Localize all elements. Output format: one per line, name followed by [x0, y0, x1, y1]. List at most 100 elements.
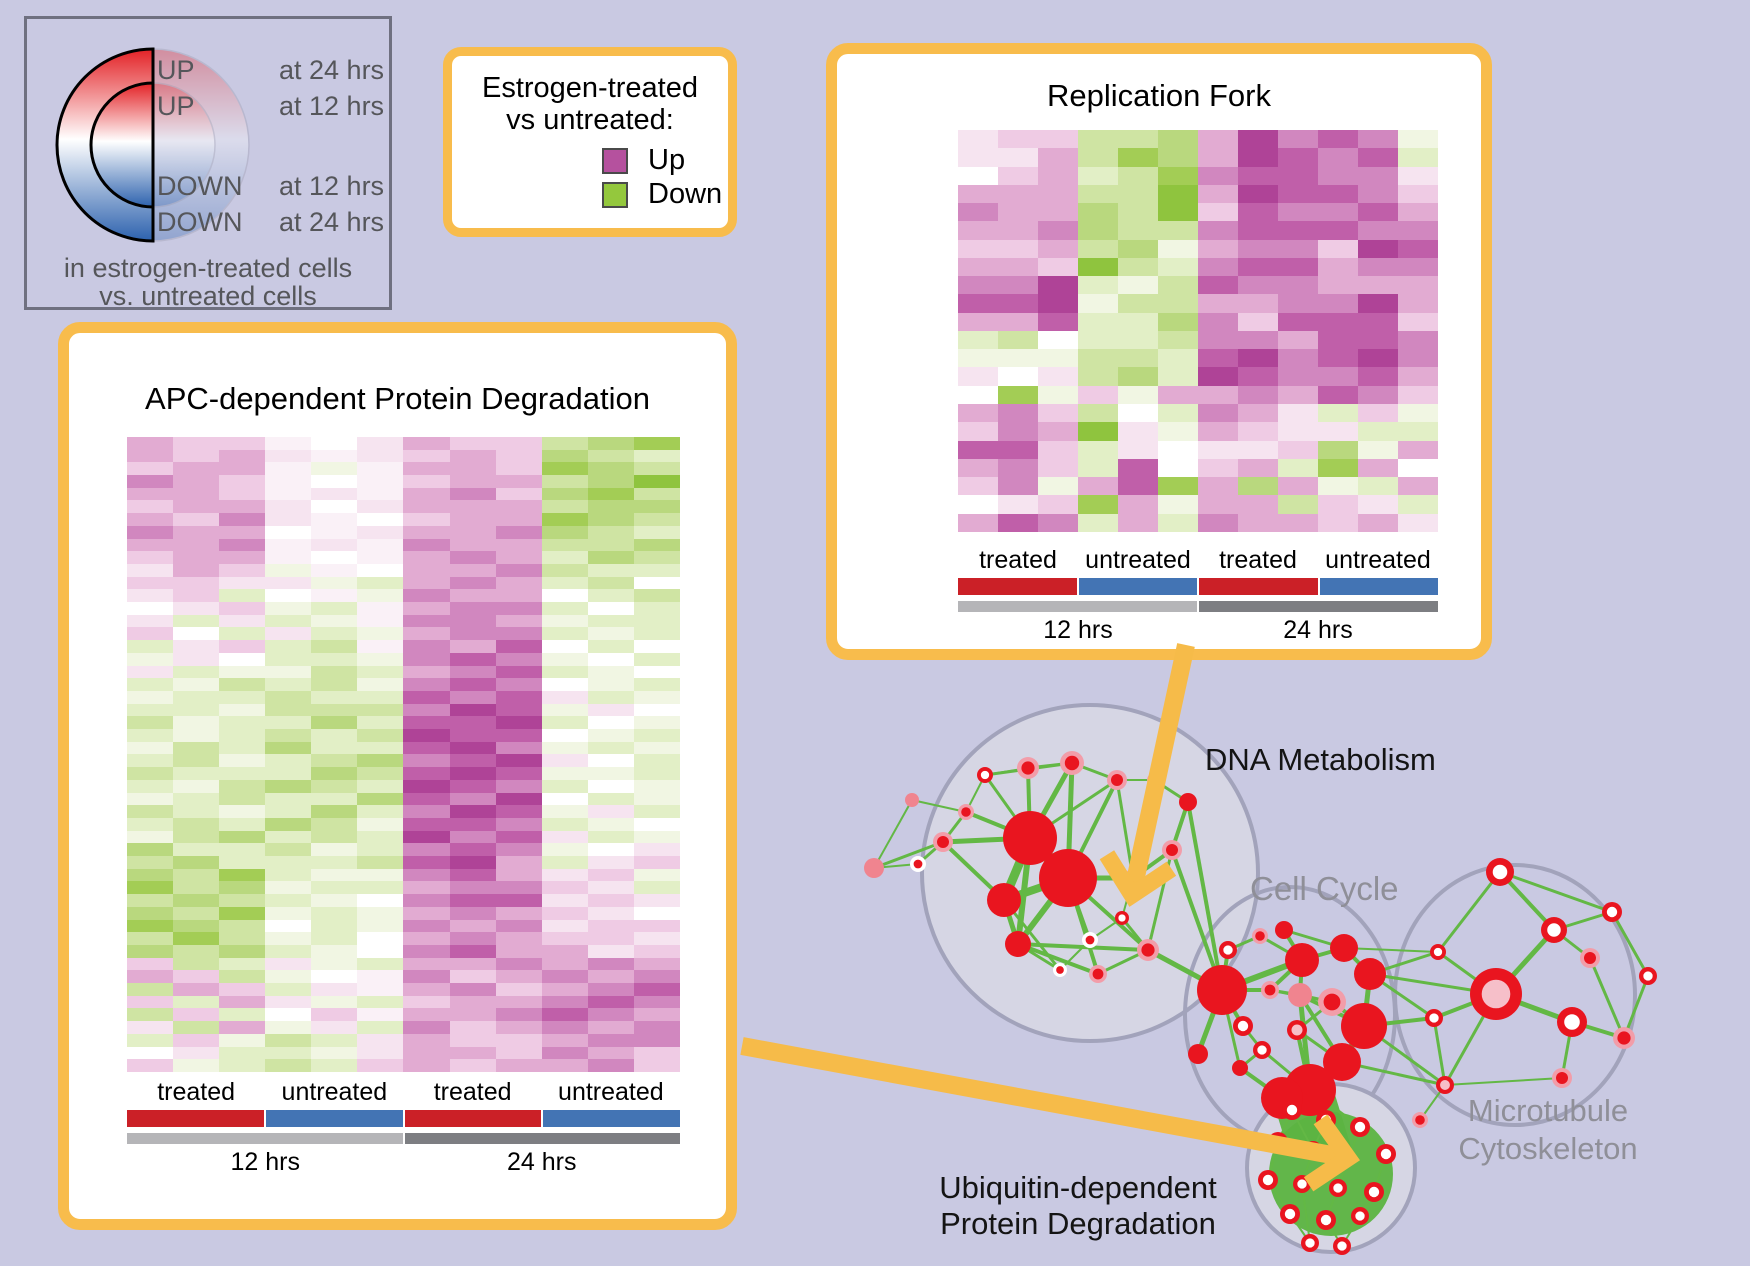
- heatmap-cell: [633, 1059, 680, 1072]
- heatmap-cell: [173, 805, 220, 818]
- heatmap-cell: [1198, 477, 1238, 496]
- heatmap-cell: [127, 983, 174, 996]
- heatmap-cell: [633, 983, 680, 996]
- heatmap-cell: [633, 716, 680, 730]
- network-node-pink-ring-center: [937, 836, 949, 848]
- heatmap-cell: [311, 449, 358, 463]
- heatmap-cell: [173, 1059, 220, 1072]
- heatmap-cell: [173, 601, 220, 615]
- heatmap-cell: [1198, 385, 1238, 405]
- heatmap-cell: [495, 551, 542, 564]
- condition-label: untreated: [558, 1078, 664, 1106]
- heatmap-cell: [219, 589, 266, 602]
- heatmap-cell: [127, 690, 174, 704]
- heatmap-cell: [265, 843, 312, 857]
- heatmap-cell: [357, 500, 404, 514]
- heatmap-cell: [265, 995, 312, 1009]
- network-node-pink-ring-center: [961, 807, 971, 817]
- heatmap-cell: [541, 449, 588, 463]
- heatmap-cell: [958, 367, 998, 386]
- heatmap-cell: [541, 437, 588, 450]
- heatmap-cell: [633, 640, 680, 653]
- heatmap-cell: [1118, 312, 1158, 331]
- heatmap-cell: [403, 906, 450, 920]
- heatmap-cell: [219, 894, 266, 907]
- heatmap-cell: [173, 513, 220, 526]
- network-node-pink: [1288, 983, 1312, 1007]
- heatmap-cell: [219, 513, 266, 526]
- heatmap-cell: [958, 221, 998, 240]
- heatmap-cell: [587, 919, 634, 933]
- heatmap-cell: [1358, 385, 1398, 405]
- heatmap-cell: [357, 449, 404, 463]
- heatmap-cell: [633, 525, 680, 539]
- heatmap-cell: [541, 1033, 588, 1047]
- heatmap-cell: [265, 767, 312, 780]
- heatmap-cell: [998, 221, 1038, 240]
- heatmap-cell: [587, 449, 634, 463]
- heatmap-cell: [265, 627, 312, 641]
- heatmap-cell: [633, 868, 680, 882]
- heatmap-cell: [311, 640, 358, 653]
- network-edge: [1343, 947, 1439, 953]
- heatmap-cell: [1118, 422, 1158, 441]
- heatmap-cell: [357, 614, 404, 628]
- heatmap-cell: [587, 932, 634, 945]
- heatmap-cell: [127, 538, 174, 552]
- network-node-ring-center: [1257, 1045, 1267, 1055]
- network-node-red: [1232, 1060, 1248, 1076]
- heatmap-cell: [357, 792, 404, 806]
- heatmap-cell: [633, 894, 680, 907]
- heatmap-cell: [219, 779, 266, 793]
- heatmap-cell: [541, 932, 588, 945]
- heatmap-cell: [403, 792, 450, 806]
- network-edge: [873, 840, 944, 870]
- panel-to-cluster-arrow: [1099, 643, 1195, 907]
- heatmap-cell: [449, 995, 496, 1009]
- heatmap-cell: [357, 652, 404, 666]
- heatmap-cell: [1238, 312, 1278, 331]
- heatmap-cell: [219, 868, 266, 882]
- heatmap-cell: [311, 1059, 358, 1072]
- heatmap-cell: [127, 729, 174, 742]
- heatmap-cell: [219, 995, 266, 1009]
- heatmap-cell: [1038, 203, 1078, 222]
- heatmap-cell: [449, 932, 496, 945]
- apc-heatmap: [127, 437, 680, 1072]
- heatmap-cell: [449, 881, 496, 895]
- heatmap-cell: [587, 881, 634, 895]
- heatmap-cell: [541, 652, 588, 666]
- network-node-red: [1323, 1043, 1361, 1081]
- heatmap-cell: [495, 817, 542, 831]
- heatmap-cell: [541, 944, 588, 958]
- heatmap-cell: [495, 513, 542, 526]
- heatmap-cell: [541, 716, 588, 730]
- ring-label-down-inner: DOWN: [157, 171, 243, 201]
- heatmap-cell: [265, 716, 312, 730]
- heatmap-cell: [357, 437, 404, 450]
- heatmap-cell: [449, 601, 496, 615]
- heatmap-cell: [587, 894, 634, 907]
- heatmap-cell: [587, 792, 634, 806]
- heatmap-cell: [1318, 239, 1358, 258]
- heatmap-cell: [1118, 495, 1158, 514]
- heatmap-cell: [998, 203, 1038, 222]
- heatmap-cell: [403, 614, 450, 628]
- heatmap-cell: [219, 475, 266, 488]
- heatmap-cell: [219, 983, 266, 996]
- heatmap-cell: [587, 741, 634, 755]
- heatmap-cell: [1318, 367, 1358, 386]
- heatmap-cell: [1398, 294, 1438, 313]
- heatmap-cell: [127, 1021, 174, 1034]
- apc-group-labels: treated untreated treated untreated: [127, 1078, 680, 1107]
- heatmap-cell: [633, 856, 680, 869]
- heatmap-cell: [541, 1059, 588, 1072]
- heatmap-cell: [587, 703, 634, 717]
- heatmap-cell: [127, 754, 174, 768]
- heatmap-cell: [587, 627, 634, 641]
- heatmap-cell: [541, 487, 588, 501]
- heatmap-cell: [173, 868, 220, 882]
- heatmap-cell: [311, 525, 358, 539]
- heatmap-cell: [1318, 422, 1358, 441]
- heatmap-cell: [403, 894, 450, 907]
